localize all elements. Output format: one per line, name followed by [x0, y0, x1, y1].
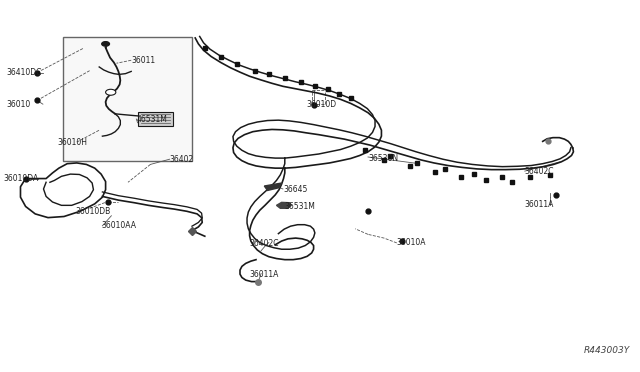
- Text: 36010: 36010: [6, 100, 31, 109]
- Text: 36011A: 36011A: [250, 270, 279, 279]
- Text: 46531M: 46531M: [136, 115, 167, 124]
- Text: 36402C: 36402C: [525, 167, 554, 176]
- Text: 36410DC: 36410DC: [6, 68, 42, 77]
- Bar: [138, 112, 173, 126]
- Polygon shape: [276, 202, 291, 208]
- Text: 36530N: 36530N: [368, 154, 398, 163]
- Text: 36402C: 36402C: [250, 239, 279, 248]
- Polygon shape: [264, 183, 282, 190]
- Text: 36645: 36645: [284, 185, 308, 194]
- Text: 36402: 36402: [170, 155, 194, 164]
- Text: 36010D: 36010D: [306, 100, 336, 109]
- Text: 36010AA: 36010AA: [101, 221, 136, 230]
- Text: 36011: 36011: [131, 56, 156, 65]
- Circle shape: [106, 89, 116, 95]
- Text: R443003Y: R443003Y: [584, 346, 630, 355]
- Text: 36010DA: 36010DA: [3, 174, 38, 183]
- Text: 36010H: 36010H: [58, 138, 88, 147]
- Text: 36011A: 36011A: [525, 200, 554, 209]
- Bar: [63, 37, 192, 161]
- Circle shape: [102, 42, 109, 46]
- Text: 36531M: 36531M: [285, 202, 316, 211]
- Text: 36010A: 36010A: [397, 238, 426, 247]
- Text: 36010DB: 36010DB: [76, 207, 111, 216]
